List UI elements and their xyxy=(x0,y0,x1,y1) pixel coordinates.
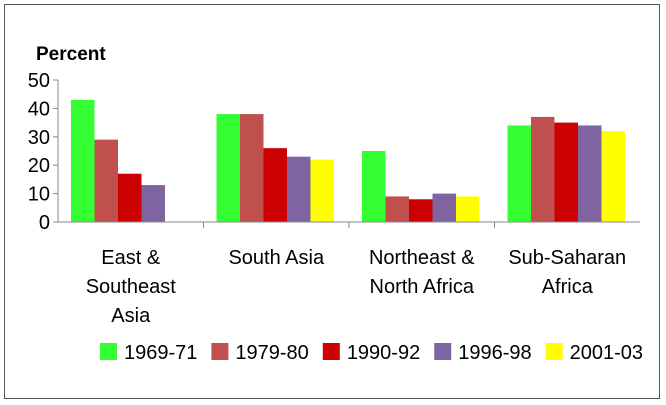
category-label: Asia xyxy=(111,305,151,327)
bar-1990-92-cat-3 xyxy=(554,122,578,222)
legend-label: 1969-71 xyxy=(124,342,197,364)
category-label: Africa xyxy=(542,276,594,298)
legend-label: 1996-98 xyxy=(458,342,531,364)
legend-label: 1990-92 xyxy=(347,342,420,364)
axes xyxy=(57,80,640,228)
y-tick-label: 0 xyxy=(39,212,50,234)
y-tick-label: 40 xyxy=(28,98,50,120)
bar-1990-92-cat-2 xyxy=(409,199,433,222)
bar-2001-03-cat-1 xyxy=(310,159,334,222)
y-tick-label: 10 xyxy=(28,184,50,206)
y-axis-label: Percent xyxy=(36,44,106,65)
legend-swatch xyxy=(100,343,117,360)
legend: 1969-71 1979-80 1990-92 1996-98 2001-03 xyxy=(100,342,643,364)
bar-2001-03-cat-2 xyxy=(456,196,480,222)
bar-1996-98-cat-2 xyxy=(432,193,456,222)
bar-1996-98-cat-1 xyxy=(287,156,311,222)
legend-label: 1979-80 xyxy=(235,342,308,364)
category-labels: East & Southeast Asia South Asia Northeast &… xyxy=(86,247,626,327)
category-label: Northeast & xyxy=(369,247,475,269)
y-tick-label: 30 xyxy=(28,127,50,149)
y-tick-label: 50 xyxy=(28,70,50,92)
bar-1979-80-cat-1 xyxy=(240,114,264,222)
bar-1979-80-cat-3 xyxy=(531,116,555,222)
legend-swatch xyxy=(322,343,340,360)
y-axis-ticks: 0 10 20 30 40 50 xyxy=(28,70,58,234)
category-label: Sub-Saharan xyxy=(508,247,626,269)
legend-swatch xyxy=(434,343,452,360)
legend-swatch xyxy=(545,343,563,360)
bar-1969-71-cat-1 xyxy=(216,114,240,222)
bar-1990-92-cat-0 xyxy=(118,173,142,222)
bar-1969-71-cat-2 xyxy=(362,151,386,222)
legend-swatch xyxy=(211,343,229,360)
category-label: Southeast xyxy=(86,276,177,298)
bar-1990-92-cat-1 xyxy=(263,148,287,222)
bar-1996-98-cat-3 xyxy=(578,125,602,222)
bar-1969-71-cat-3 xyxy=(507,125,531,222)
category-label: East & xyxy=(101,247,161,269)
legend-label: 2001-03 xyxy=(570,342,643,364)
category-label: North Africa xyxy=(370,276,475,298)
bar-1979-80-cat-0 xyxy=(94,139,118,222)
bar-2001-03-cat-3 xyxy=(601,131,625,222)
bars xyxy=(71,99,625,222)
bar-1996-98-cat-0 xyxy=(141,185,165,222)
bar-1969-71-cat-0 xyxy=(71,99,95,222)
bar-1979-80-cat-2 xyxy=(385,196,409,222)
category-label: South Asia xyxy=(228,247,325,269)
y-tick-label: 20 xyxy=(28,155,50,177)
